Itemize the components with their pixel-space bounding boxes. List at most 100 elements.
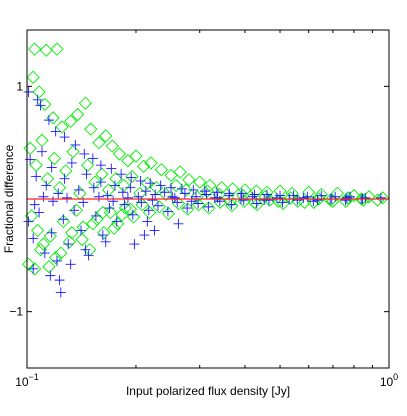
plus-point bbox=[133, 191, 144, 202]
plus-point bbox=[31, 171, 42, 182]
diamond-point bbox=[121, 154, 135, 168]
data-points bbox=[21, 42, 390, 298]
diamond-point bbox=[192, 197, 206, 212]
diamond-point bbox=[203, 178, 217, 193]
plus-point bbox=[28, 233, 39, 244]
plus-point bbox=[302, 191, 313, 202]
y-axis-label: Fractional difference bbox=[2, 144, 16, 253]
diamond-point bbox=[182, 173, 196, 187]
plus-point bbox=[93, 191, 104, 202]
plus-point bbox=[155, 180, 166, 191]
plus-point bbox=[249, 189, 260, 200]
diamond-point bbox=[76, 220, 90, 234]
plus-point bbox=[70, 139, 81, 150]
diamond-point bbox=[35, 133, 49, 148]
plus-point bbox=[149, 225, 160, 236]
diamond-point bbox=[142, 205, 157, 220]
plus-point bbox=[46, 162, 57, 173]
diamond-point bbox=[226, 182, 240, 196]
plus-point bbox=[126, 172, 137, 183]
plus-point bbox=[162, 206, 173, 217]
plus-point bbox=[100, 236, 111, 247]
plus-point bbox=[51, 255, 62, 266]
plus-point bbox=[209, 192, 220, 203]
diamond-point bbox=[118, 201, 133, 215]
diamond-point bbox=[32, 85, 46, 99]
plus-point bbox=[226, 199, 237, 210]
diamond-point bbox=[29, 158, 43, 172]
diamond-point bbox=[181, 202, 195, 216]
diamond-point bbox=[107, 221, 121, 235]
plus-point bbox=[32, 94, 43, 105]
diamond-point bbox=[62, 235, 77, 249]
diamond-point bbox=[26, 70, 40, 84]
plus-point bbox=[69, 205, 80, 216]
diamond-point bbox=[47, 151, 61, 166]
diamond-point bbox=[200, 184, 215, 198]
plus-point bbox=[116, 169, 127, 180]
diamond-point bbox=[144, 156, 158, 170]
plus-point bbox=[140, 186, 151, 197]
plus-point bbox=[81, 169, 92, 180]
plus-point bbox=[292, 195, 303, 206]
plus-point bbox=[108, 196, 119, 207]
diamond-point bbox=[375, 191, 390, 205]
diamond-point bbox=[92, 136, 106, 150]
plus-point bbox=[159, 187, 170, 198]
plus-point bbox=[139, 230, 150, 241]
diamond-point bbox=[126, 210, 141, 224]
plus-point bbox=[104, 203, 115, 214]
diamond-point bbox=[250, 197, 264, 212]
diamond-point bbox=[173, 165, 187, 179]
plus-point bbox=[251, 198, 262, 209]
diamond-point bbox=[64, 114, 78, 128]
plus-point bbox=[50, 126, 61, 137]
diamond-point bbox=[97, 226, 111, 240]
diamond-point bbox=[78, 96, 93, 110]
plus-point bbox=[59, 132, 70, 143]
plus-point bbox=[143, 205, 154, 216]
plus-point bbox=[201, 189, 212, 200]
plus-point bbox=[214, 196, 225, 207]
plus-point bbox=[80, 244, 91, 255]
plus-point bbox=[236, 188, 247, 199]
diamond-point bbox=[276, 196, 290, 211]
diamond-point bbox=[341, 191, 355, 205]
plus-point bbox=[173, 218, 184, 229]
axis-ticks: −1 1 10−1 100 bbox=[9, 30, 398, 389]
diamond-point bbox=[213, 195, 227, 210]
plus-point bbox=[39, 248, 50, 259]
plus-point bbox=[129, 239, 140, 250]
diamond-point bbox=[50, 42, 64, 56]
plus-point bbox=[179, 188, 190, 199]
diamond-point bbox=[39, 43, 53, 57]
plus-point bbox=[308, 196, 319, 207]
plus-point bbox=[176, 183, 187, 194]
plus-point bbox=[63, 239, 74, 250]
diamond-point bbox=[302, 185, 316, 199]
plus-point bbox=[45, 270, 56, 281]
plus-point bbox=[247, 191, 258, 202]
diamond-point bbox=[66, 145, 80, 159]
plus-point bbox=[54, 275, 65, 286]
plus-point bbox=[142, 216, 153, 227]
diamond-point bbox=[225, 199, 239, 213]
diamond-point bbox=[117, 178, 131, 193]
diamond-point bbox=[49, 250, 63, 265]
plus-point bbox=[73, 184, 84, 195]
diamond-point bbox=[133, 186, 147, 201]
plus-point bbox=[58, 214, 69, 225]
plus-point bbox=[55, 287, 66, 298]
plus-point bbox=[35, 100, 46, 111]
plus-point bbox=[66, 157, 77, 168]
plus-point bbox=[23, 86, 34, 97]
plus-point bbox=[90, 210, 101, 221]
diamond-point bbox=[154, 163, 168, 177]
diamond-point bbox=[215, 181, 229, 195]
plus-point bbox=[95, 160, 106, 171]
diamond-point bbox=[111, 217, 125, 231]
plot-frame bbox=[26, 29, 390, 369]
plus-point bbox=[186, 196, 197, 207]
plus-point bbox=[125, 182, 136, 193]
plus-point bbox=[34, 207, 45, 218]
